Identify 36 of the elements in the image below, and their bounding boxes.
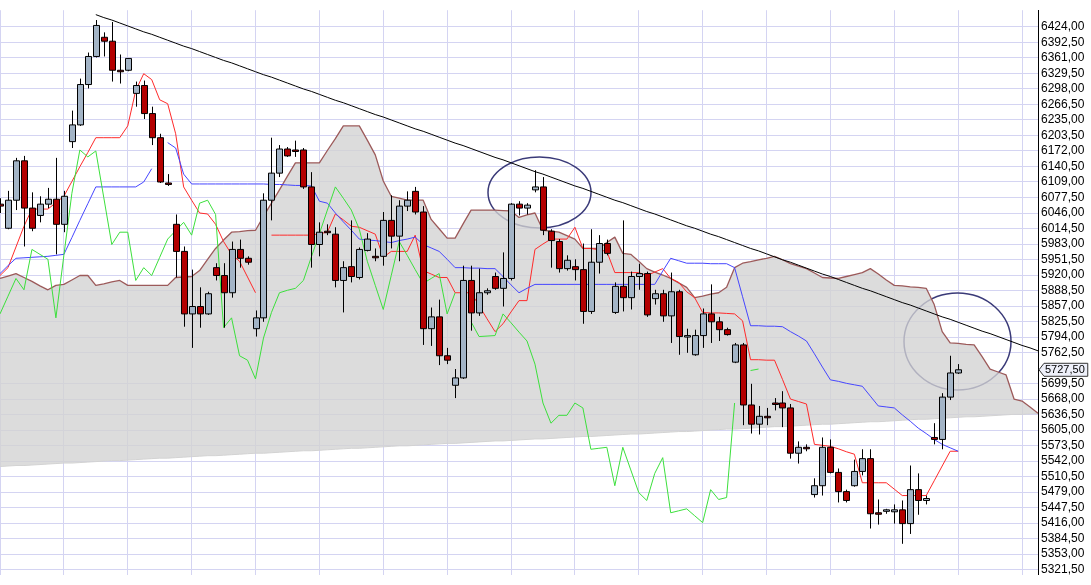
y-tick-label: 6203,50 xyxy=(1041,127,1085,142)
y-tick-label: 5951,50 xyxy=(1041,251,1085,266)
y-tick-label: 5542,00 xyxy=(1041,453,1085,468)
y-tick-label: 5321,50 xyxy=(1041,561,1085,576)
y-tick-label: 5636,50 xyxy=(1041,406,1085,421)
y-tick-label: 5479,00 xyxy=(1041,484,1085,499)
y-tick-label: 6298,00 xyxy=(1041,81,1085,96)
y-tick-label: 5447,50 xyxy=(1041,499,1085,514)
y-tick-label: 6329,50 xyxy=(1041,65,1085,80)
y-tick-label: 5825,50 xyxy=(1041,313,1085,328)
y-tick-label: 5699,50 xyxy=(1041,375,1085,390)
y-tick-label: 5920,00 xyxy=(1041,267,1085,282)
y-tick-label: 5353,00 xyxy=(1041,546,1085,561)
y-tick-label: 5794,00 xyxy=(1041,329,1085,344)
y-tick-label: 6140,50 xyxy=(1041,158,1085,173)
y-tick-label: 5416,00 xyxy=(1041,515,1085,530)
y-tick-label: 6014,50 xyxy=(1041,220,1085,235)
y-tick-label: 5510,50 xyxy=(1041,468,1085,483)
y-tick-label: 5888,50 xyxy=(1041,282,1085,297)
y-tick-label: 5857,00 xyxy=(1041,298,1085,313)
y-tick-label: 5762,50 xyxy=(1041,344,1085,359)
y-tick-label: 6235,00 xyxy=(1041,112,1085,127)
y-tick-label: 6266,50 xyxy=(1041,96,1085,111)
text: 5727,50 xyxy=(1045,363,1085,376)
y-tick-label: 6424,00 xyxy=(1041,19,1085,34)
y-tick-label: 6046,00 xyxy=(1041,205,1085,220)
y-tick-label: 6109,00 xyxy=(1041,174,1085,189)
y-tick-label: 5668,00 xyxy=(1041,391,1085,406)
y-tick-label: 5605,00 xyxy=(1041,422,1085,437)
y-tick-label: 5983,00 xyxy=(1041,236,1085,251)
y-tick-label: 5384,50 xyxy=(1041,530,1085,545)
y-tick-label: 5573,50 xyxy=(1041,437,1085,452)
y-tick-label: 6172,00 xyxy=(1041,143,1085,158)
y-tick-label: 6077,50 xyxy=(1041,189,1085,204)
y-tick-label: 6361,00 xyxy=(1041,50,1085,65)
y-tick-label: 6392,50 xyxy=(1041,34,1085,49)
